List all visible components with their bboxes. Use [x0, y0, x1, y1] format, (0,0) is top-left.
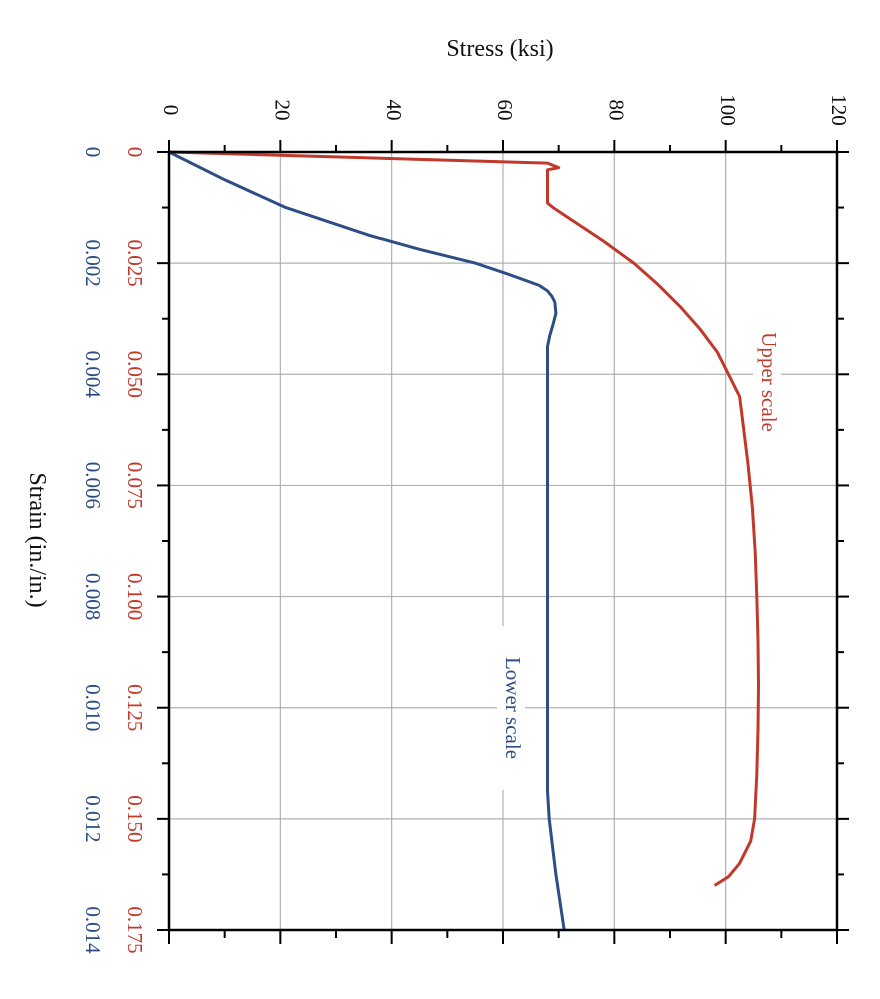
upper-scale-tick-label: 0.050 — [123, 351, 147, 398]
lower-scale-tick-label: 0.002 — [81, 240, 105, 287]
upper-scale-label: Upper scale — [757, 332, 781, 432]
lower-scale-tick-label: 0.010 — [81, 684, 105, 731]
series-layer — [168, 150, 760, 931]
lower-scale-tick-label: 0.014 — [81, 906, 105, 954]
stress-tick-label: 120 — [827, 94, 851, 126]
upper-scale-curve — [168, 150, 760, 887]
lower-scale-tick-label: 0 — [81, 147, 105, 158]
series-labels: Upper scale Lower scale — [497, 300, 781, 790]
upper-scale-tick-label: 0.125 — [123, 684, 147, 731]
lower-scale-label: Lower scale — [501, 657, 525, 759]
upper-scale-label-backdrop — [753, 300, 781, 464]
plot-frame — [167, 150, 839, 932]
lower-scale-curve — [168, 150, 566, 931]
lower-scale-tick-label: 0.004 — [81, 351, 105, 399]
ticks: 0 20 40 60 80 100 120 0 0 0.025 0.002 0.050 0.004 0.0… — [81, 94, 851, 954]
stress-axis-title: Stress (ksi) — [446, 36, 553, 62]
stress-tick-label: 60 — [493, 100, 517, 121]
stress-tick-label: 100 — [716, 94, 740, 126]
upper-scale-tick-label: 0.025 — [123, 240, 147, 287]
strain-axis-title: Strain (in./in.) — [24, 472, 50, 607]
upper-scale-tick-label: 0.075 — [123, 462, 147, 509]
lower-scale-label-backdrop — [497, 626, 525, 790]
stress-tick-label: 80 — [605, 100, 629, 121]
stress-tick-label: 40 — [382, 100, 406, 121]
stress-tick-label: 0 — [159, 105, 183, 116]
stress-tick-label: 20 — [271, 100, 295, 121]
lower-scale-tick-label: 0.012 — [81, 795, 105, 842]
upper-scale-tick-label: 0.175 — [123, 906, 147, 953]
gridlines — [169, 152, 837, 930]
upper-scale-tick-label: 0.150 — [123, 795, 147, 842]
lower-scale-tick-label: 0.006 — [81, 462, 105, 509]
lower-scale-tick-label: 0.008 — [81, 573, 105, 620]
upper-scale-tick-label: 0.100 — [123, 573, 147, 620]
upper-scale-tick-label: 0 — [123, 147, 147, 158]
